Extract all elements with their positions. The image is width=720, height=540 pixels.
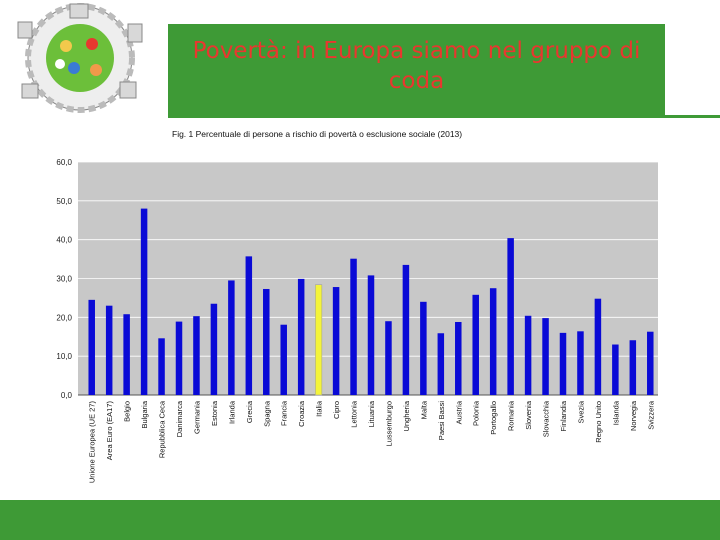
x-category-label: Danimarca (175, 400, 184, 437)
x-category-label: Lituania (367, 400, 376, 427)
bar (524, 315, 532, 395)
y-tick-label: 0,0 (61, 391, 73, 400)
community-logo-icon (17, 3, 143, 113)
header-right-strip (665, 24, 720, 116)
x-category-label: Romania (507, 400, 516, 431)
x-category-label: Lussemburgo (384, 401, 393, 446)
title-box: Povertà: in Europa siamo nel gruppo di c… (168, 24, 665, 118)
x-category-label: Germania (192, 400, 201, 434)
x-category-label: Cipro (332, 401, 341, 419)
y-tick-label: 30,0 (56, 275, 72, 284)
bar (280, 324, 287, 395)
bar (140, 208, 148, 395)
x-axis-labels: Unione Europea (UE 27) Area Euro (EA17) Be… (88, 400, 656, 483)
bar (577, 331, 584, 395)
x-category-label: Svizzera (646, 400, 655, 430)
title-underline (665, 115, 720, 118)
x-category-label: Paesi Bassi (437, 401, 446, 441)
y-tick-label: 50,0 (56, 197, 72, 206)
bar (612, 344, 619, 395)
y-axis-ticks: 0,0 10,0 20,0 30,0 40,0 50,0 60,0 (56, 158, 72, 400)
x-category-label: Finlandia (559, 400, 568, 431)
x-category-label: Irlanda (227, 400, 236, 424)
y-tick-label: 20,0 (56, 313, 72, 322)
x-category-label: Polonia (472, 400, 481, 426)
bar (367, 275, 375, 395)
bars (88, 208, 654, 396)
x-category-label: Lettonia (350, 400, 359, 428)
bar (559, 332, 567, 395)
bar (210, 303, 218, 395)
bar (228, 280, 235, 395)
bar (542, 318, 549, 395)
bar (245, 256, 253, 395)
bar (297, 278, 305, 395)
x-category-label: Svezia (576, 400, 585, 423)
x-category-label: Slovenia (524, 400, 533, 430)
bar (455, 321, 462, 395)
bar (402, 264, 410, 395)
x-category-label: Spagna (262, 400, 271, 427)
bar (420, 301, 427, 395)
bar (88, 299, 95, 395)
slide-title: Povertà: in Europa siamo nel gruppo di c… (192, 38, 641, 94)
logo (0, 0, 168, 120)
bar (629, 340, 637, 395)
x-category-label: Grecia (245, 400, 254, 423)
x-category-label: Belgio (123, 401, 132, 422)
x-category-label: Repubblica Ceca (158, 400, 167, 458)
x-category-label: Ungheria (402, 400, 411, 431)
x-category-label: Malta (419, 400, 428, 419)
y-tick-label: 10,0 (56, 352, 72, 361)
bar (175, 321, 183, 395)
x-category-label: Austria (454, 400, 463, 424)
bar (105, 305, 113, 395)
x-category-label: Regno Unito (594, 401, 603, 443)
bar (594, 298, 602, 395)
y-tick-label: 40,0 (56, 236, 72, 245)
bar (489, 288, 497, 395)
bar (263, 288, 270, 395)
x-category-label: Area Euro (EA17) (105, 401, 114, 461)
x-category-label: Estonia (210, 400, 219, 426)
bar (437, 333, 445, 395)
bar (123, 314, 130, 395)
bar (385, 321, 392, 395)
x-category-label: Francia (280, 400, 289, 426)
x-category-label: Bulgaria (140, 400, 149, 428)
x-category-label: Portogallo (489, 401, 498, 435)
x-category-label: Croazia (297, 400, 306, 427)
bar (158, 338, 165, 395)
bar (315, 284, 323, 396)
x-category-label: Unione Europea (UE 27) (88, 401, 97, 484)
bar (507, 238, 514, 395)
bar (472, 294, 479, 395)
y-tick-label: 60,0 (56, 158, 72, 167)
x-category-label: Italia (315, 400, 324, 417)
x-category-label: Slovacchia (542, 400, 551, 437)
bar (193, 316, 200, 395)
x-category-label: Norvegia (629, 400, 638, 431)
bar-chart: 0,0 10,0 20,0 30,0 40,0 50,0 60,0 Unione Europ… (56, 158, 658, 483)
footer-band (0, 500, 720, 540)
bar (350, 258, 357, 395)
bar (332, 287, 340, 395)
bar (647, 331, 654, 395)
x-category-label: Islanda (611, 400, 620, 425)
chart-title: Fig. 1 Percentuale di persone a rischio … (172, 129, 463, 139)
